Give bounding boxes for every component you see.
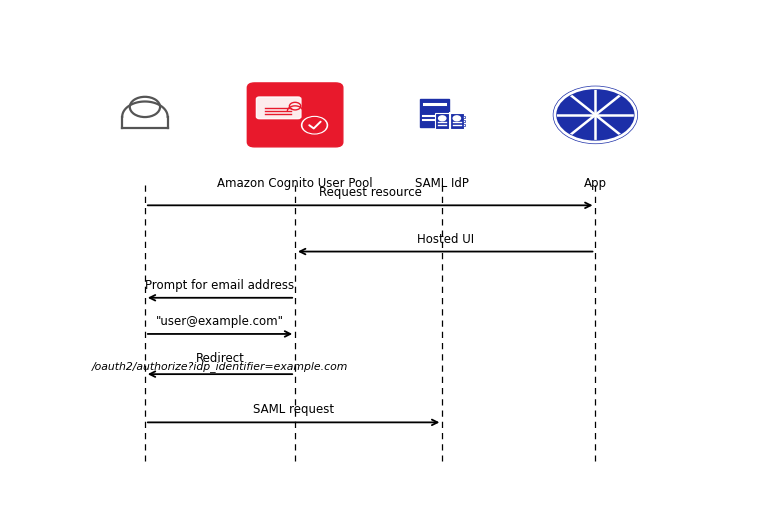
Text: SAML IdP: SAML IdP [415, 177, 469, 190]
Text: Redirect: Redirect [195, 352, 244, 365]
Circle shape [303, 117, 326, 133]
FancyBboxPatch shape [463, 124, 465, 126]
FancyBboxPatch shape [247, 83, 343, 147]
Text: SAML request: SAML request [253, 404, 334, 417]
Text: "user@example.com": "user@example.com" [156, 315, 284, 328]
FancyBboxPatch shape [463, 116, 465, 118]
Circle shape [555, 88, 636, 142]
Circle shape [439, 116, 446, 121]
Text: /oauth2/authorize?idp_identifier=example.com: /oauth2/authorize?idp_identifier=example… [91, 361, 348, 372]
Circle shape [301, 116, 328, 134]
Text: Hosted UI: Hosted UI [417, 232, 474, 245]
FancyBboxPatch shape [449, 113, 464, 129]
Text: App: App [584, 177, 607, 190]
FancyBboxPatch shape [257, 97, 301, 118]
Text: Request resource: Request resource [319, 186, 422, 199]
FancyBboxPatch shape [435, 113, 449, 129]
Circle shape [555, 88, 636, 142]
FancyBboxPatch shape [420, 99, 449, 127]
Text: Amazon Cognito User Pool: Amazon Cognito User Pool [217, 177, 373, 190]
Circle shape [453, 116, 460, 121]
Text: Prompt for email address: Prompt for email address [146, 279, 294, 292]
FancyBboxPatch shape [463, 120, 465, 122]
